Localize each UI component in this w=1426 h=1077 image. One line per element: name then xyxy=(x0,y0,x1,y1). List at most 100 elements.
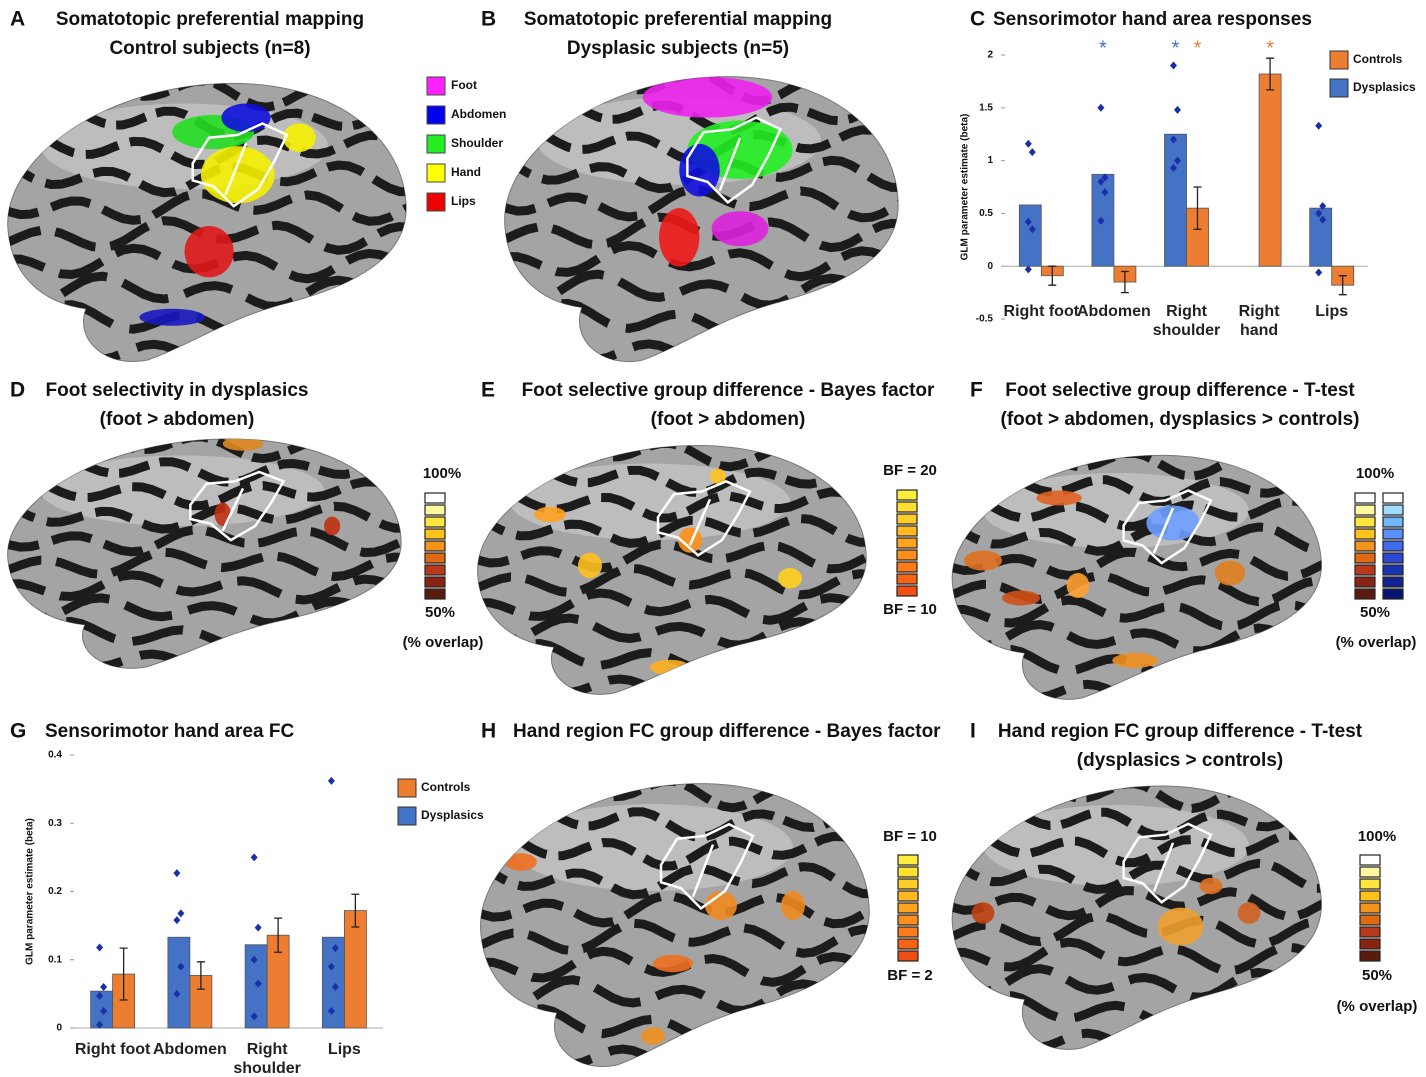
y-tick-label: 1 xyxy=(987,155,993,166)
panel-title: Somatotopic preferential mapping xyxy=(56,9,364,30)
scale-box xyxy=(424,516,446,528)
panel-title: Foot selective group difference - Bayes … xyxy=(522,380,935,401)
error-bar xyxy=(119,947,128,1001)
panel-title: Somatotopic preferential mapping xyxy=(524,9,832,30)
scale-box xyxy=(1354,588,1376,600)
individual-point xyxy=(177,962,185,971)
sulcus xyxy=(0,194,410,221)
error-bar xyxy=(1266,57,1275,91)
individual-point xyxy=(250,955,258,964)
sulcus xyxy=(945,942,1325,971)
chart-title: Sensorimotor hand area FC xyxy=(45,721,294,742)
error-bar xyxy=(196,961,205,990)
sulcus xyxy=(0,333,410,361)
activation xyxy=(222,438,264,451)
sulcus xyxy=(470,669,870,694)
scale-caption: (% overlap) xyxy=(1336,634,1417,651)
hand-area-outline xyxy=(687,118,780,203)
legend-label: Foot xyxy=(451,78,477,92)
legend-label: Abdomen xyxy=(451,107,506,121)
sulcus xyxy=(0,504,405,529)
individual-point xyxy=(331,944,339,953)
sulcus xyxy=(497,217,902,247)
scale-box xyxy=(1359,890,1381,902)
error-bar xyxy=(1120,270,1129,294)
sulcus xyxy=(470,544,870,568)
legend-swatch xyxy=(1329,78,1349,98)
panel-title: Dysplasic subjects (n=5) xyxy=(567,38,789,59)
sulcus xyxy=(473,864,873,894)
brain xyxy=(0,80,410,362)
y-tick-label: 1.5 xyxy=(979,102,993,113)
activation xyxy=(1157,907,1204,946)
individual-point xyxy=(1170,163,1177,172)
scale-box xyxy=(1354,564,1376,576)
scale-box xyxy=(1354,576,1376,588)
sulcus xyxy=(473,980,873,1011)
hand-area-outline xyxy=(193,123,287,206)
bar xyxy=(244,944,268,1029)
legend-swatch xyxy=(426,105,446,125)
scale-top-label: 100% xyxy=(423,465,461,482)
sulcus xyxy=(0,575,405,600)
individual-point xyxy=(1024,139,1032,148)
sulcus xyxy=(945,1023,1325,1049)
individual-point xyxy=(1170,61,1177,70)
scale-bottom-label: BF = 10 xyxy=(883,601,937,618)
activation xyxy=(578,552,602,579)
activation xyxy=(505,853,537,871)
legend-label: Controls xyxy=(1353,52,1403,66)
sulcus xyxy=(497,246,902,277)
activation xyxy=(1199,877,1223,895)
sulcus xyxy=(473,1038,873,1066)
scale-top-label: 100% xyxy=(1356,465,1394,482)
sulcus xyxy=(497,100,902,131)
x-tick-label: Right shoulder xyxy=(1152,303,1221,339)
scale-box xyxy=(1382,588,1404,600)
sulcus xyxy=(0,598,405,623)
scale-top-label: BF = 10 xyxy=(883,828,937,845)
sulcus xyxy=(945,891,1325,917)
scale-box xyxy=(1359,854,1381,866)
x-tick-label: Lips xyxy=(1315,303,1349,320)
x-tick-label: Right hand xyxy=(1238,303,1280,339)
individual-point xyxy=(173,916,181,925)
activation xyxy=(778,568,802,589)
individual-point xyxy=(327,962,335,971)
legend-label: Dysplasics xyxy=(421,808,484,822)
sulcus xyxy=(945,834,1325,862)
sulcus xyxy=(473,807,873,837)
activation xyxy=(1002,590,1040,606)
scale-box xyxy=(1359,878,1381,890)
sulcus xyxy=(473,896,873,924)
panel-title: (foot > abdomen, dysplasics > controls) xyxy=(1001,409,1360,430)
activation xyxy=(641,1027,665,1045)
activation xyxy=(659,208,700,267)
y-tick-label: 2 xyxy=(987,50,993,61)
sulcus xyxy=(945,969,1325,998)
bar xyxy=(1164,133,1187,267)
brain-folds xyxy=(945,452,1325,699)
x-tick-label: Right foot xyxy=(74,1041,151,1058)
error-bar xyxy=(351,893,360,928)
activation xyxy=(324,516,341,536)
sulcus xyxy=(497,274,902,305)
brain xyxy=(470,442,870,694)
scale-box xyxy=(1382,540,1404,552)
sulcus xyxy=(0,221,410,251)
individual-point xyxy=(1101,173,1109,182)
panel-letter: C xyxy=(970,8,985,31)
sulcus xyxy=(945,675,1325,699)
error-bar xyxy=(1048,265,1057,286)
scale-box xyxy=(897,902,919,914)
sulcus xyxy=(470,517,870,544)
panel-letter: G xyxy=(10,720,26,743)
bar xyxy=(1018,204,1042,267)
individual-point xyxy=(1097,103,1105,112)
scale-box xyxy=(896,561,918,573)
legend-swatch xyxy=(426,134,446,154)
y-tick-label: 0.3 xyxy=(48,818,62,829)
individual-point xyxy=(331,983,339,992)
